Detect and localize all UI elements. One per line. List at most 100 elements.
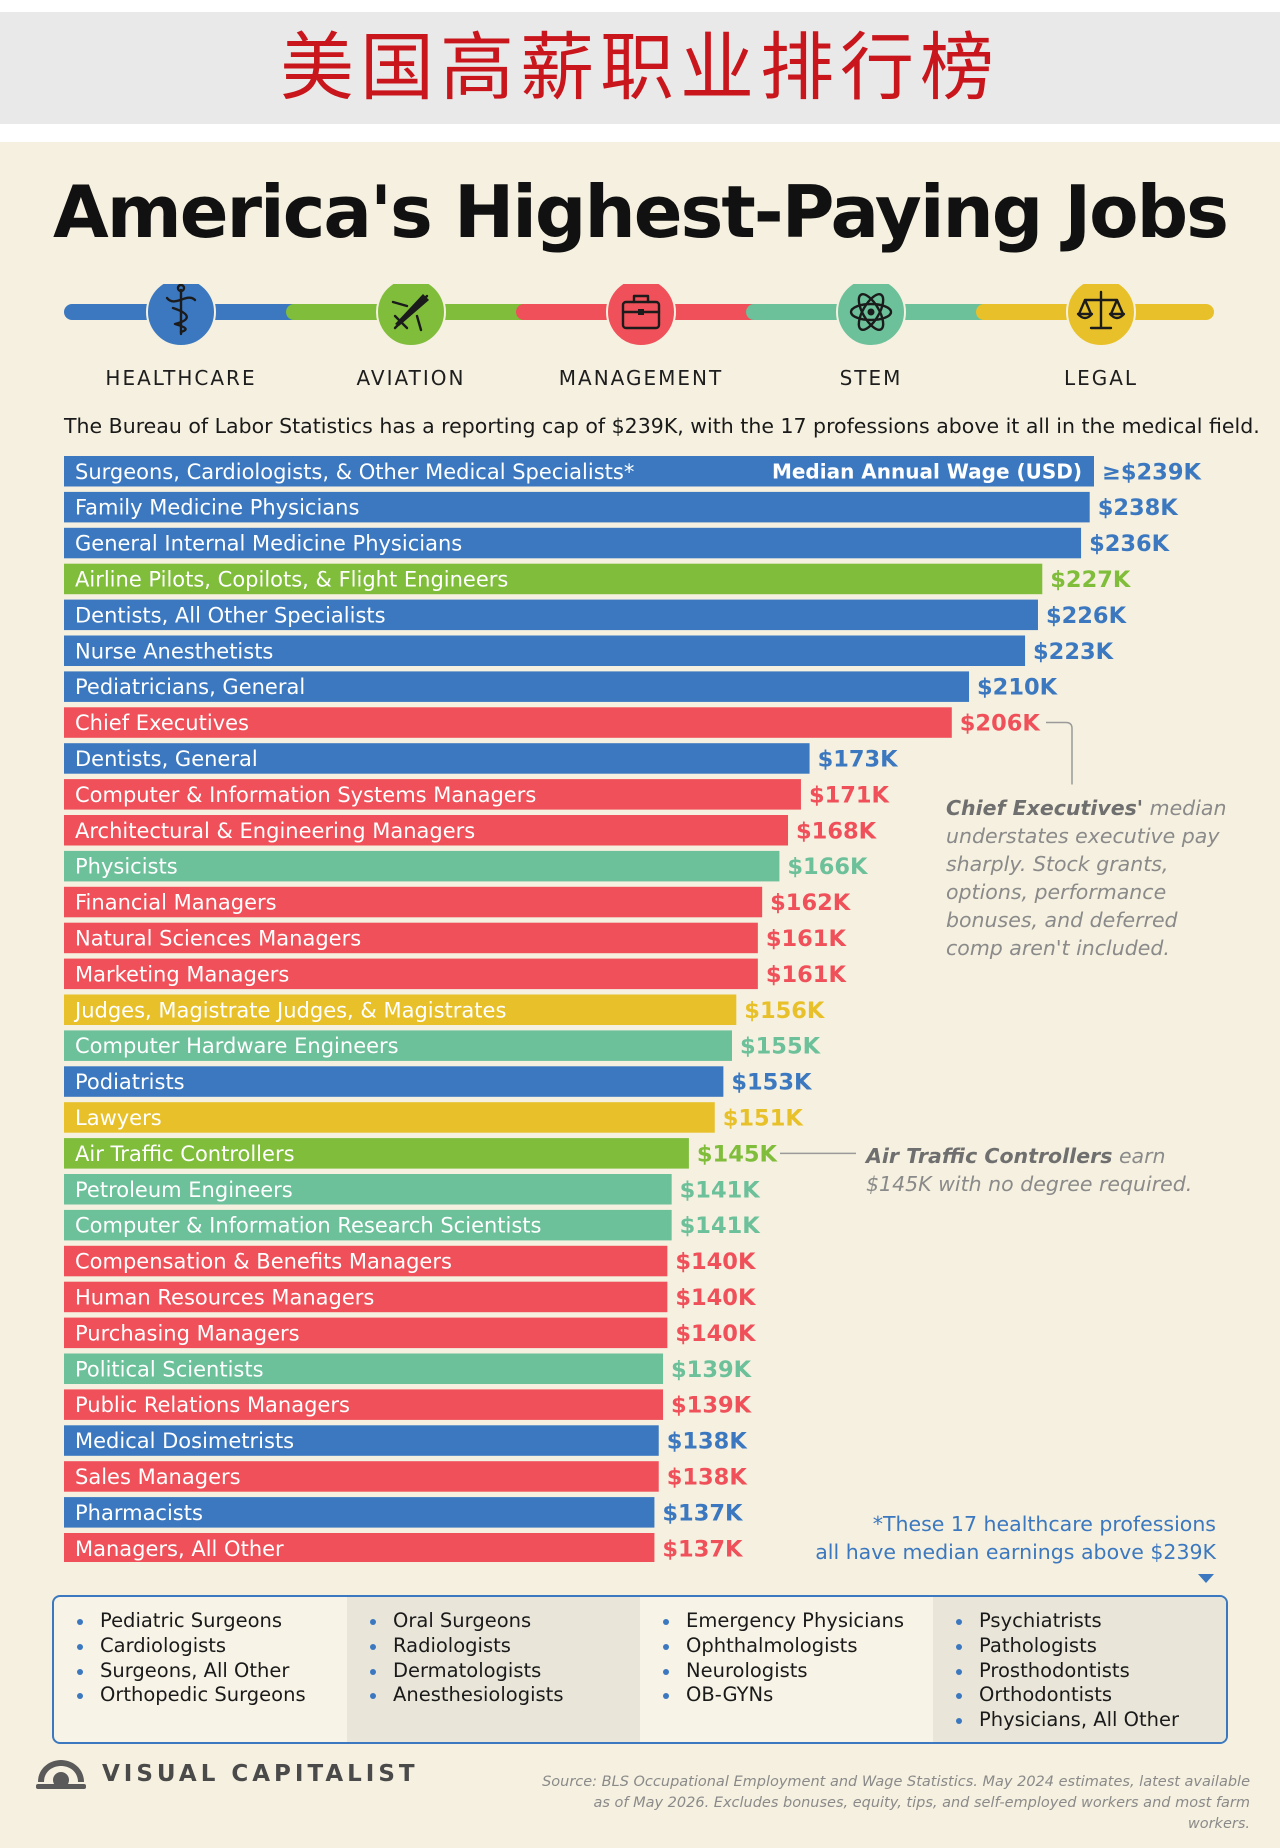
specialist-name: Surgeons, All Other <box>100 1658 290 1682</box>
specialists-column-2: Oral Surgeons Radiologists Dermatologists A… <box>347 1597 640 1742</box>
bar <box>64 1066 724 1097</box>
bar-label: Medical Dosimetrists <box>75 1429 294 1453</box>
value-label: $173K <box>818 746 900 772</box>
value-label: $155K <box>740 1034 822 1060</box>
bar-label: Dentists, All Other Specialists <box>75 603 386 627</box>
bullet-icon <box>370 1668 376 1675</box>
bar <box>64 886 763 918</box>
value-label: $210K <box>977 675 1059 701</box>
value-label: $156K <box>744 998 826 1024</box>
value-label: $161K <box>766 962 848 988</box>
value-label: $140K <box>675 1321 757 1347</box>
bar <box>64 456 1094 487</box>
specialist-name: Cardiologists <box>100 1633 227 1657</box>
bar-row: Surgeons, Cardiologists, & Other Medical… <box>64 456 1202 487</box>
specialist-item: Orthopedic Surgeons <box>74 1683 347 1708</box>
specialist-name: Pathologists <box>979 1633 1097 1657</box>
bullet-icon <box>77 1643 83 1650</box>
bar-row: Physicists $166K <box>64 850 869 882</box>
specialist-item: Neurologists <box>660 1659 933 1684</box>
bar <box>64 1353 664 1384</box>
specialist-item: OB-GYNs <box>660 1683 933 1708</box>
specialists-column-4: Psychiatrists Pathologists Prosthodontists… <box>933 1597 1226 1742</box>
bar-label: Podiatrists <box>75 1070 185 1094</box>
value-label: $151K <box>723 1105 805 1131</box>
value-label: $236K <box>1089 531 1171 557</box>
bar-label: Physicists <box>75 855 178 879</box>
category-label-healthcare: HEALTHCARE <box>105 366 257 390</box>
bar <box>64 1209 672 1241</box>
specialist-name: Psychiatrists <box>979 1609 1102 1632</box>
value-label: $153K <box>731 1070 813 1096</box>
value-label: $138K <box>667 1429 749 1455</box>
bar-label: Compensation & Benefits Managers <box>75 1250 452 1274</box>
category-label-stem: STEM <box>839 366 903 390</box>
bar-row: Managers, All Other $137K <box>64 1533 744 1562</box>
bullet-icon <box>370 1619 376 1625</box>
specialist-item: Surgeons, All Other <box>74 1659 347 1684</box>
specialist-item: Prosthodontists <box>953 1659 1226 1684</box>
bar-row: Judges, Magistrate Judges, & Magistrates… <box>64 994 826 1025</box>
specialist-name: Oral Surgeons <box>393 1609 532 1632</box>
value-label: $166K <box>787 854 869 880</box>
value-label: $206K <box>960 711 1042 737</box>
bar <box>64 599 1038 631</box>
bar-row: Human Resources Managers $140K <box>64 1281 757 1313</box>
bar <box>64 1317 668 1349</box>
bar-row: Podiatrists $153K <box>64 1066 813 1097</box>
chart-subtitle: The Bureau of Labor Statistics has a rep… <box>64 414 1260 438</box>
specialist-name: Orthodontists <box>979 1683 1112 1707</box>
bar <box>64 1533 655 1562</box>
bar <box>64 635 1026 666</box>
bar-label: Family Medicine Physicians <box>75 496 359 520</box>
specialist-name: Emergency Physicians <box>686 1609 905 1632</box>
specialist-name: Pediatric Surgeons <box>100 1609 283 1632</box>
ceo-leader-line <box>1046 721 1073 785</box>
specialist-name: Neurologists <box>686 1658 808 1682</box>
bar <box>64 922 758 954</box>
atom-icon <box>836 284 906 347</box>
scales-icon <box>1066 284 1136 347</box>
bar-row: Public Relations Managers $139K <box>64 1389 753 1420</box>
visual-capitalist-logo-icon <box>36 1760 86 1789</box>
bar-label: Marketing Managers <box>75 962 289 986</box>
bullet-icon <box>370 1693 376 1700</box>
bullet-icon <box>956 1619 962 1625</box>
bar <box>64 491 1090 523</box>
bar-label: Public Relations Managers <box>75 1393 350 1417</box>
value-label: $141K <box>680 1213 762 1239</box>
bar <box>64 1281 668 1313</box>
bar-row: Computer Hardware Engineers $155K <box>64 1030 822 1061</box>
bar-label: Lawyers <box>75 1106 162 1130</box>
value-label: $138K <box>667 1464 749 1490</box>
specialist-item: Psychiatrists <box>953 1609 1226 1634</box>
bar-row: Financial Managers $162K <box>64 886 852 918</box>
bar-label: Natural Sciences Managers <box>75 926 361 950</box>
ceo-annotation-text: median understates executive pay sharply… <box>946 796 1227 960</box>
bar-label: General Internal Medicine Physicians <box>75 532 462 556</box>
bullet-icon <box>77 1668 83 1675</box>
value-label: $161K <box>766 926 848 952</box>
bullet-icon <box>77 1619 83 1625</box>
specialist-item: Physicians, All Other <box>953 1708 1226 1733</box>
atc-annotation-bold: Air Traffic Controllers <box>866 1144 1113 1168</box>
value-label: $139K <box>671 1357 753 1383</box>
atc-annotation: Air Traffic Controllers earn $145K with … <box>866 1142 1196 1198</box>
bar-row: Purchasing Managers $140K <box>64 1317 757 1349</box>
bar <box>64 1389 664 1420</box>
chinese-title: 美国高薪职业排行榜 <box>280 25 1000 111</box>
value-label: $226K <box>1046 603 1128 629</box>
specialist-item: Cardiologists <box>74 1634 347 1659</box>
bar-row: Pharmacists $137K <box>64 1497 744 1528</box>
bar-row: Dentists, All Other Specialists $226K <box>64 599 1128 631</box>
specialists-column-3: Emergency Physicians Ophthalmologists Neur… <box>640 1597 933 1742</box>
specialist-name: Orthopedic Surgeons <box>100 1683 306 1707</box>
value-label: $139K <box>671 1393 753 1419</box>
bar <box>64 1425 659 1456</box>
specialist-item: Emergency Physicians <box>660 1609 933 1634</box>
bar-label: Architectural & Engineering Managers <box>75 819 475 843</box>
bar-row: Marketing Managers $161K <box>64 958 848 990</box>
bar-label: Pediatricians, General <box>75 675 305 699</box>
specialist-name: Radiologists <box>393 1633 511 1657</box>
chinese-title-banner: 美国高薪职业排行榜 <box>0 12 1280 124</box>
